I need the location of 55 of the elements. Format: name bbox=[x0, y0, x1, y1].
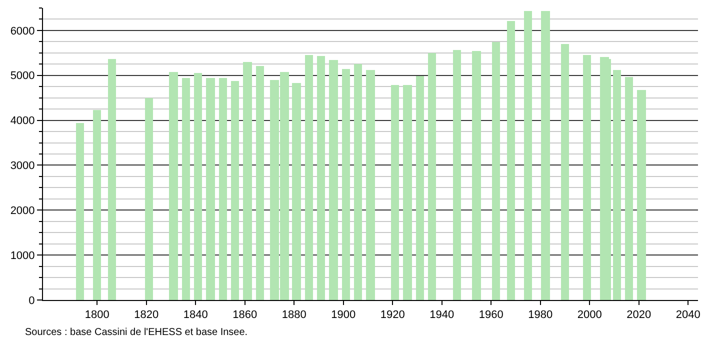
bar bbox=[541, 11, 550, 300]
x-tick-label: 1960 bbox=[478, 309, 504, 322]
y-tick-label: 5000 bbox=[10, 70, 35, 82]
bar bbox=[169, 72, 178, 300]
x-tick-label: 1940 bbox=[430, 309, 454, 322]
bar bbox=[145, 98, 153, 300]
y-tick-label: 2000 bbox=[10, 205, 35, 217]
bar bbox=[366, 70, 375, 300]
bar bbox=[76, 123, 84, 300]
bar bbox=[625, 77, 633, 300]
bar bbox=[329, 60, 338, 300]
bar bbox=[637, 90, 646, 300]
bar bbox=[182, 78, 190, 300]
x-tick-label: 1880 bbox=[282, 309, 306, 322]
bar bbox=[391, 85, 399, 300]
x-tick-label: 1860 bbox=[232, 309, 258, 322]
bar bbox=[524, 11, 532, 300]
bar bbox=[93, 110, 101, 300]
y-tick-label: 0 bbox=[28, 294, 35, 307]
y-tick-label: 4000 bbox=[10, 115, 35, 128]
bar bbox=[453, 50, 461, 300]
bar bbox=[613, 70, 621, 300]
x-tick-label: 1920 bbox=[380, 309, 405, 322]
x-tick-label: 1820 bbox=[134, 309, 159, 322]
bar bbox=[305, 55, 313, 300]
bar bbox=[492, 42, 500, 300]
bar bbox=[403, 85, 412, 300]
bar bbox=[428, 53, 436, 300]
bar bbox=[256, 66, 264, 300]
bar bbox=[206, 78, 215, 300]
bar bbox=[354, 64, 362, 300]
x-tick-label: 2000 bbox=[577, 309, 602, 322]
bar bbox=[472, 51, 481, 300]
bar bbox=[583, 55, 591, 300]
x-tick-label: 2040 bbox=[676, 309, 700, 322]
x-tick-label: 1800 bbox=[84, 309, 110, 322]
bar bbox=[507, 21, 515, 300]
x-tick-label: 2020 bbox=[626, 309, 652, 322]
x-tick-label: 1840 bbox=[183, 309, 208, 322]
y-tick-label: 1000 bbox=[10, 250, 35, 262]
bar bbox=[194, 73, 202, 300]
x-tick-label: 1980 bbox=[528, 309, 553, 322]
bar bbox=[561, 44, 569, 300]
bar bbox=[243, 62, 252, 300]
bar bbox=[416, 76, 424, 300]
y-tick-label: 6000 bbox=[10, 25, 35, 38]
bar bbox=[219, 78, 227, 300]
bar bbox=[231, 81, 239, 300]
source-note: Sources : base Cassini de l'EHESS et base Insee. bbox=[25, 327, 248, 338]
bar bbox=[292, 83, 301, 300]
bar bbox=[108, 59, 116, 300]
bar bbox=[317, 56, 325, 300]
x-tick-label: 1900 bbox=[331, 309, 356, 322]
y-tick-label: 3000 bbox=[10, 160, 35, 172]
bar bbox=[342, 69, 350, 300]
